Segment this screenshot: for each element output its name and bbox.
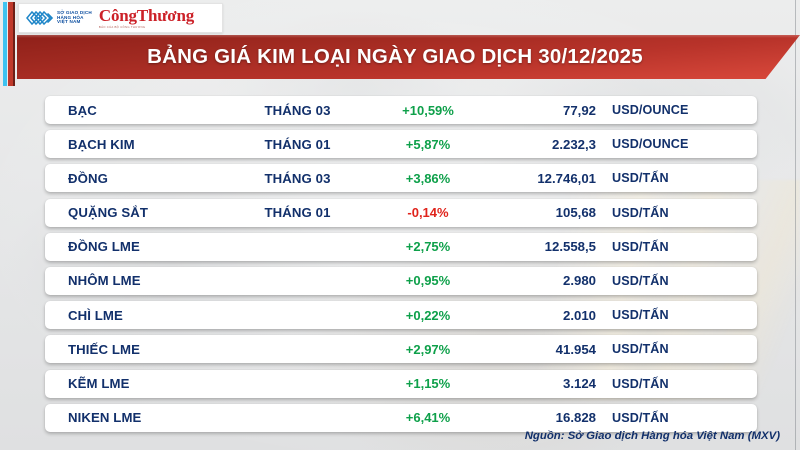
price-value: 16.828 (555, 410, 596, 426)
contract-month: THÁNG 01 (264, 136, 331, 152)
page-title: BẢNG GIÁ KIM LOẠI NGÀY GIAO DỊCH 30/12/2… (147, 45, 643, 68)
price-unit: USD/TẤN (612, 273, 669, 288)
table-row[interactable]: NHÔM LME +0,95% 2.980 USD/TẤN (45, 266, 757, 295)
change-percent: +2,97% (405, 341, 451, 357)
price-unit: USD/TẤN (612, 239, 669, 254)
price-value: 41.954 (555, 341, 596, 357)
congthuong-tagline: BÁO CỦA BỘ CÔNG THƯƠNG (98, 25, 146, 30)
table-row[interactable]: BẠC THÁNG 03 +10,59% 77,92 USD/OUNCE (45, 96, 757, 124)
price-value: 77,92 (562, 102, 596, 118)
metal-name: BẠCH KIM (68, 136, 135, 152)
table-row[interactable]: ĐỒNG THÁNG 03 +3,86% 12.746,01 USD/TẤN (45, 164, 757, 193)
contract-month: THÁNG 03 (264, 170, 331, 186)
metal-name: NIKEN LME (68, 410, 142, 426)
congthuong-wordmark: CôngThương (98, 5, 195, 25)
change-percent: +2,75% (405, 239, 451, 255)
contract-month: THÁNG 01 (264, 205, 331, 221)
accent-bar-red (8, 2, 13, 86)
mxv-line-3: VIỆT NAM (57, 19, 81, 25)
change-percent: +1,15% (405, 376, 451, 391)
accent-bar-cyan (3, 2, 7, 86)
mxv-wave-diamond-icon (26, 10, 54, 26)
table-row[interactable]: CHÌ LME +0,22% 2.010 USD/TẤN (45, 301, 757, 330)
change-percent: -0,14% (407, 205, 449, 221)
frame-right-border (795, 0, 796, 450)
congthuong-logo: CôngThương BÁO CỦA BỘ CÔNG THƯƠNG (99, 7, 194, 30)
price-unit: USD/TẤN (612, 171, 669, 186)
change-percent: +3,86% (405, 170, 451, 186)
table-row[interactable]: ĐỒNG LME +2,75% 12.558,5 USD/TẤN (45, 232, 757, 261)
metal-name: NHÔM LME (68, 273, 141, 289)
price-value: 2.010 (562, 307, 596, 323)
change-percent: +0,22% (405, 307, 451, 323)
accent-bar-maroon (13, 2, 15, 86)
mxv-line-1: SỞ GIAO DỊCH (57, 9, 92, 15)
price-value: 2.980 (562, 273, 596, 289)
metal-name: KẼM LME (68, 376, 130, 391)
price-value: 12.558,5 (544, 239, 596, 255)
table-row[interactable]: BẠCH KIM THÁNG 01 +5,87% 2.232,3 USD/OUN… (45, 130, 757, 159)
metal-name: THIẾC LME (68, 341, 140, 357)
left-accent-bars (0, 0, 18, 88)
price-unit: USD/OUNCE (612, 103, 689, 117)
price-unit: USD/OUNCE (612, 137, 689, 152)
price-unit: USD/TẤN (612, 205, 669, 220)
mxv-wordmark: SỞ GIAO DỊCH HÀNG HÓA VIỆT NAM (57, 9, 92, 25)
table-row[interactable]: QUẶNG SẮT THÁNG 01 -0,14% 105,68 USD/TẤN (45, 198, 757, 227)
logo-strip: SỞ GIAO DỊCH HÀNG HÓA VIỆT NAM CôngThươn… (18, 3, 223, 33)
change-percent: +10,59% (402, 102, 454, 118)
price-unit: USD/TẤN (612, 410, 669, 425)
price-value: 3.124 (562, 376, 596, 391)
metal-name: CHÌ LME (68, 307, 123, 323)
title-banner (17, 35, 800, 79)
mxv-line-2: HÀNG HÓA (57, 14, 84, 20)
table-row[interactable]: THIẾC LME +2,97% 41.954 USD/TẤN (45, 335, 757, 364)
metal-price-table: BẠC THÁNG 03 +10,59% 77,92 USD/OUNCE BẠC… (45, 96, 757, 438)
metal-name: ĐỒNG (68, 170, 108, 186)
table-row[interactable]: NIKEN LME +6,41% 16.828 USD/TẤN (45, 403, 757, 432)
change-percent: +0,95% (405, 273, 451, 289)
change-percent: +5,87% (405, 136, 451, 152)
price-unit: USD/TẤN (612, 342, 669, 357)
price-value: 2.232,3 (552, 136, 596, 152)
change-percent: +6,41% (405, 410, 451, 426)
source-attribution: Nguồn: Sở Giao dịch Hàng hóa Việt Nam (M… (524, 430, 780, 442)
price-value: 12.746,01 (537, 170, 596, 186)
table-row[interactable]: KẼM LME +1,15% 3.124 USD/TẤN (45, 369, 757, 398)
title-banner-sheen (17, 35, 800, 38)
metal-name: QUẶNG SẮT (68, 205, 149, 221)
price-unit: USD/TẤN (612, 308, 669, 323)
price-unit: USD/TẤN (612, 376, 669, 391)
price-value: 105,68 (555, 205, 596, 221)
metal-name: BẠC (68, 102, 97, 118)
metal-name: ĐỒNG LME (68, 239, 140, 255)
contract-month: THÁNG 03 (264, 102, 331, 118)
